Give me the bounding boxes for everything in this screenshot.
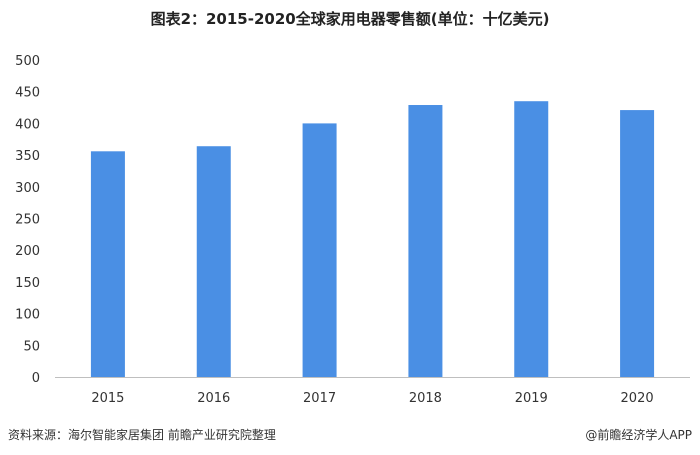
y-tick-label: 350 xyxy=(15,149,40,164)
bars-group xyxy=(90,101,655,378)
brand-note: @前瞻经济学人APP xyxy=(585,428,692,442)
y-tick-label: 400 xyxy=(15,117,40,132)
x-tick-label: 2015 xyxy=(91,391,124,406)
y-tick-label: 150 xyxy=(15,276,40,291)
x-tick-label: 2016 xyxy=(197,391,230,406)
bar-2018 xyxy=(408,105,443,377)
y-axis-ticks: 0 50 100 150 200 250 300 350 400 450 500 xyxy=(15,54,40,386)
x-tick-label: 2018 xyxy=(409,391,442,406)
bar-2017 xyxy=(302,123,337,378)
bar-2019 xyxy=(514,101,549,378)
y-tick-label: 100 xyxy=(15,308,40,323)
y-tick-label: 0 xyxy=(32,371,40,386)
x-tick-label: 2017 xyxy=(303,391,336,406)
y-tick-label: 50 xyxy=(23,339,40,354)
source-note: 资料来源：海尔智能家居集团 前瞻产业研究院整理 xyxy=(8,428,276,442)
y-tick-label: 200 xyxy=(15,244,40,259)
y-tick-label: 500 xyxy=(15,54,40,69)
bar-2016 xyxy=(196,146,231,377)
bar-2015 xyxy=(90,151,125,377)
bar-2020 xyxy=(620,110,655,377)
x-axis-ticks: 2015 2016 2017 2018 2019 2020 xyxy=(91,391,653,406)
y-tick-label: 450 xyxy=(15,86,40,101)
chart-title: 图表2：2015-2020全球家用电器零售额(单位：十亿美元) xyxy=(150,10,550,28)
x-tick-label: 2020 xyxy=(621,391,654,406)
x-tick-label: 2019 xyxy=(515,391,548,406)
y-tick-label: 300 xyxy=(15,181,40,196)
y-tick-label: 250 xyxy=(15,213,40,228)
